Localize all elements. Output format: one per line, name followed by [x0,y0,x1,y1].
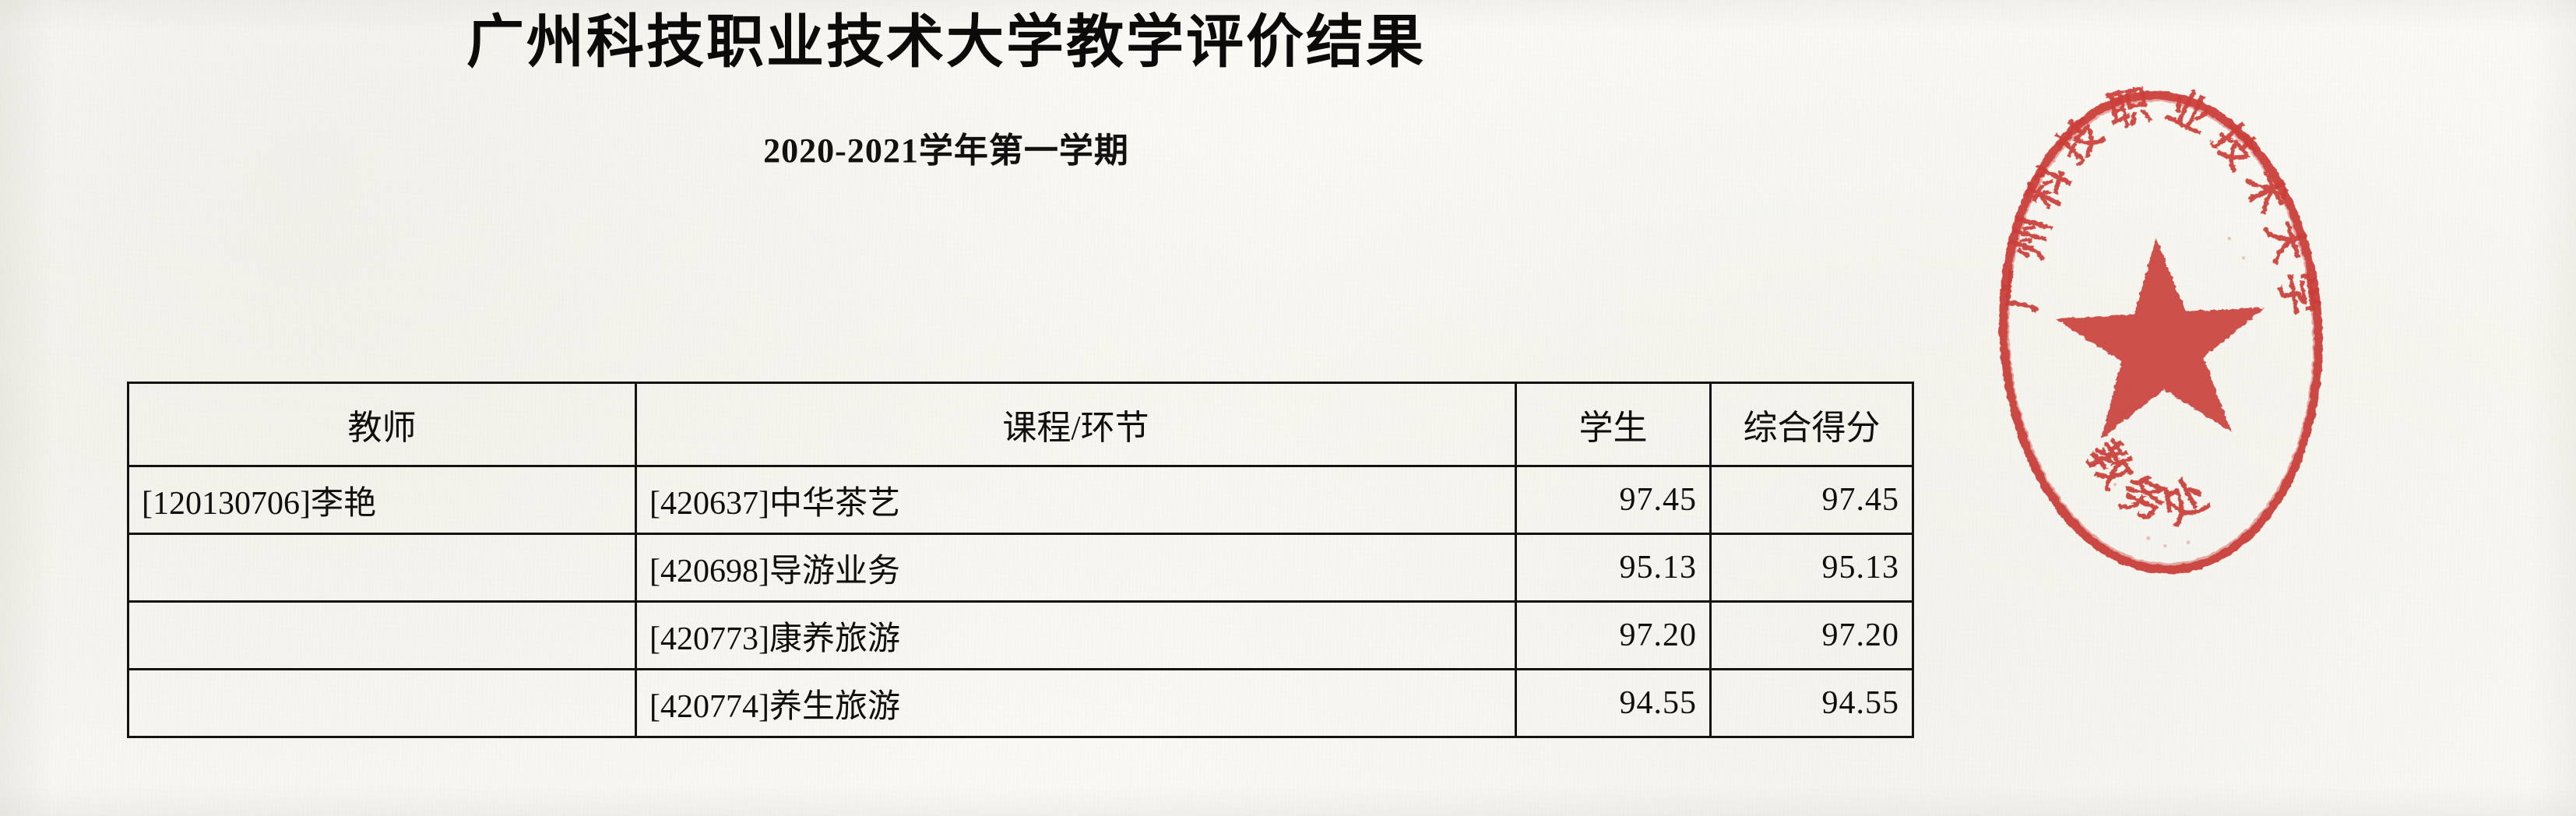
cell-composite: 97.45 [1709,465,1914,535]
evaluation-results-table: 教师 课程/环节 学生 综合得分 [120130706]李艳 [420637]中… [127,382,1914,738]
cell-student: 95.13 [1515,533,1712,603]
cell-composite: 97.20 [1709,600,1914,670]
table-header-row: 教师 课程/环节 学生 综合得分 [127,382,1914,467]
cell-teacher [127,533,637,603]
seal-bottom-text: 教务处 [2076,427,2229,539]
table-row: [420774]养生旅游 94.55 94.55 [127,668,1914,738]
column-header-composite: 综合得分 [1709,382,1914,467]
column-header-student: 学生 [1515,382,1712,467]
table-row: [120130706]李艳 [420637]中华茶艺 97.45 97.45 [127,465,1914,535]
page-subtitle: 2020-2021学年第一学期 [763,132,1129,170]
cell-course: [420698]导游业务 [635,533,1517,603]
cell-student: 97.20 [1515,600,1712,670]
cell-course: [420774]养生旅游 [635,668,1517,738]
page-title: 广州科技职业技术大学教学评价结果 [466,11,1426,75]
cell-composite: 95.13 [1709,533,1914,603]
svg-text:教务处: 教务处 [2076,427,2229,539]
seal-arc-text: 广州科技职业技术大学 [1985,73,2325,342]
official-red-seal-icon: 广州科技职业技术大学 教务处 [1980,73,2341,593]
cell-student: 94.55 [1515,668,1712,738]
cell-teacher [127,668,637,738]
cell-composite: 94.55 [1709,668,1914,738]
cell-course: [420637]中华茶艺 [635,465,1517,535]
cell-teacher [127,600,637,670]
table-row: [420773]康养旅游 97.20 97.20 [127,600,1914,670]
svg-text:广州科技职业技术大学: 广州科技职业技术大学 [1985,73,2325,342]
cell-teacher: [120130706]李艳 [127,465,637,535]
column-header-teacher: 教师 [127,382,637,467]
cell-course: [420773]康养旅游 [635,600,1517,670]
cell-student: 97.45 [1515,465,1712,535]
column-header-course: 课程/环节 [635,382,1517,467]
table-row: [420698]导游业务 95.13 95.13 [127,533,1914,603]
